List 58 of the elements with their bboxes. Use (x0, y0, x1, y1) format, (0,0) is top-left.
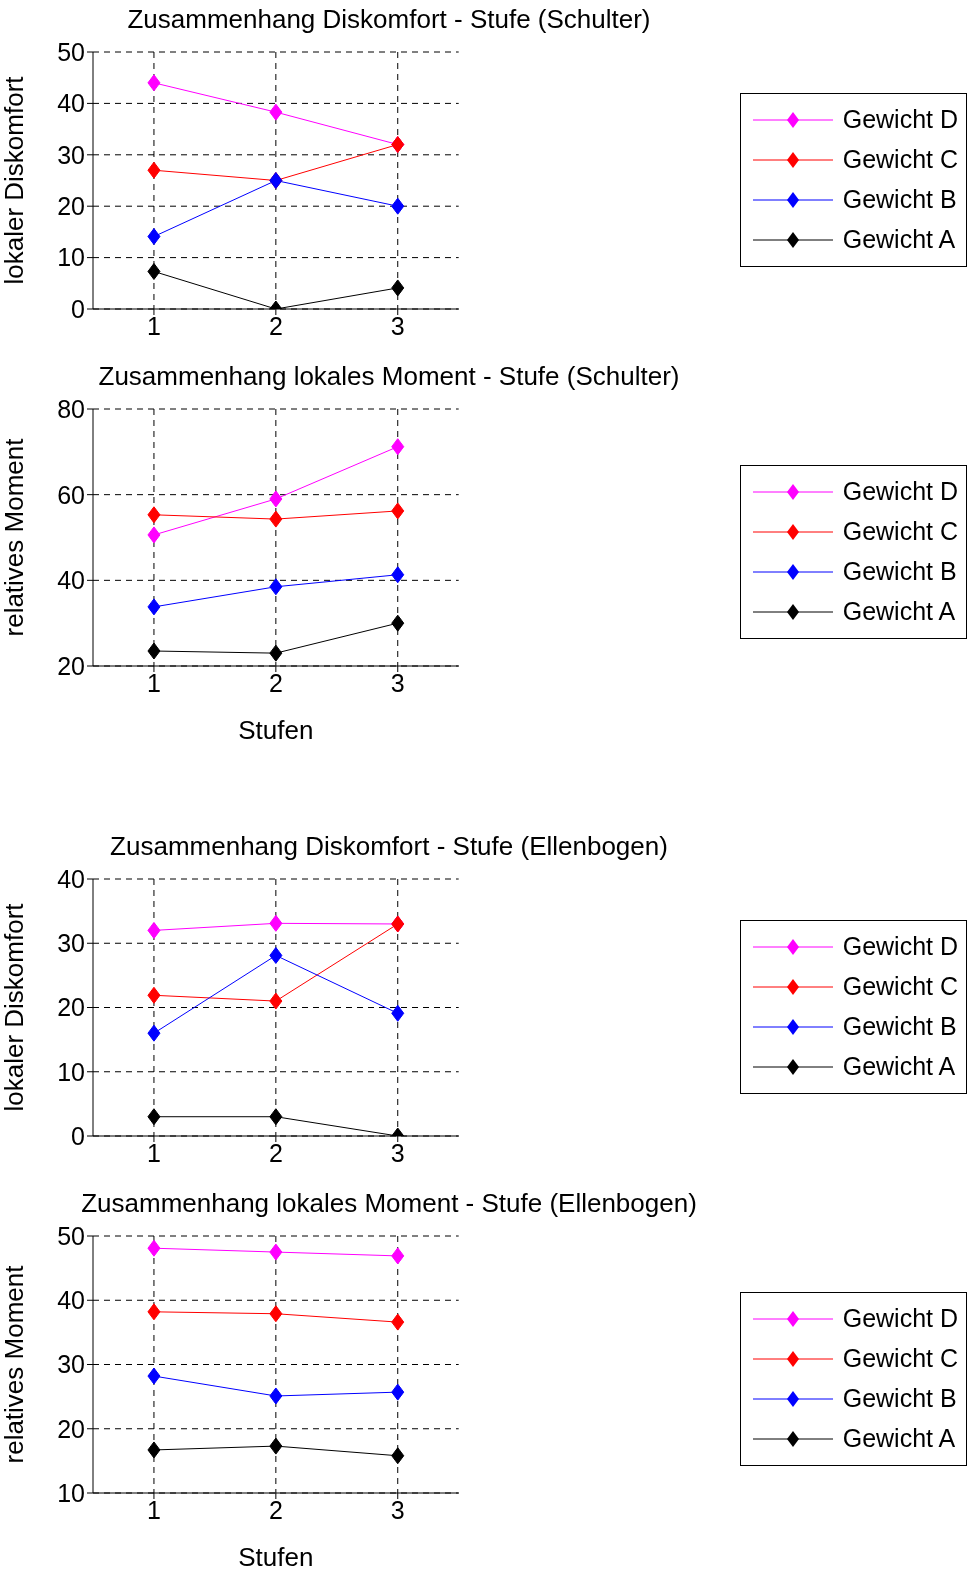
x-tick-label: 3 (390, 1495, 405, 1524)
legend-label: Gewicht A (842, 1052, 956, 1081)
legend-label: Gewicht B (842, 557, 957, 586)
y-axis-title: lokaler Diskomfort (0, 902, 30, 1112)
y-tick-label: 10 (57, 243, 85, 272)
x-axis-title: Stufen (238, 715, 314, 745)
y-axis-title: lokaler Diskomfort (0, 75, 30, 285)
x-tick-label: 1 (146, 1138, 161, 1167)
y-axis-title: relatives Moment (0, 437, 30, 637)
chart-title: Zusammenhang Diskomfort - Stufe (Schulter) (126, 4, 652, 35)
x-tick-label: 1 (146, 1495, 161, 1524)
chart-title: Zusammenhang lokales Moment - Stufe (Ellenbogen) (80, 1188, 698, 1219)
legend-label: Gewicht A (842, 225, 956, 254)
legend-label: Gewicht B (842, 1384, 957, 1413)
legend-label: Gewicht C (842, 145, 958, 174)
y-tick-label: 60 (57, 480, 85, 509)
y-tick-label: 50 (57, 1221, 85, 1250)
legend-label: Gewicht B (842, 185, 957, 214)
y-tick-label: 0 (71, 294, 85, 323)
y-tick-label: 30 (57, 1350, 85, 1379)
chart-title: Zusammenhang Diskomfort - Stufe (Ellenbogen) (109, 831, 669, 862)
y-tick-label: 20 (57, 651, 85, 680)
legend-label: Gewicht D (842, 1304, 958, 1333)
legend-label: Gewicht A (842, 1424, 956, 1453)
y-tick-label: 0 (71, 1121, 85, 1150)
legend-label: Gewicht A (842, 597, 956, 626)
chart-title: Zusammenhang lokales Moment - Stufe (Schulter) (97, 361, 681, 392)
x-tick-label: 1 (146, 311, 161, 340)
y-tick-label: 10 (57, 1057, 85, 1086)
y-tick-label: 20 (57, 192, 85, 221)
x-tick-label: 3 (390, 311, 405, 340)
y-axis-title: relatives Moment (0, 1264, 30, 1464)
x-tick-label: 2 (268, 1495, 283, 1524)
legend-label: Gewicht D (842, 105, 958, 134)
x-tick-label: 2 (268, 668, 283, 697)
x-tick-label: 2 (268, 311, 283, 340)
y-tick-label: 30 (57, 140, 85, 169)
legend-label: Gewicht C (842, 517, 958, 546)
x-axis-title: Stufen (238, 1542, 314, 1572)
y-tick-label: 50 (57, 37, 85, 66)
y-tick-label: 40 (57, 864, 85, 893)
legend-label: Gewicht C (842, 1344, 958, 1373)
y-tick-label: 30 (57, 929, 85, 958)
y-tick-label: 80 (57, 394, 85, 423)
x-tick-label: 3 (390, 668, 405, 697)
x-tick-label: 3 (390, 1138, 405, 1167)
legend-label: Gewicht C (842, 972, 958, 1001)
x-tick-label: 2 (268, 1138, 283, 1167)
y-tick-label: 10 (57, 1478, 85, 1507)
x-tick-label: 1 (146, 668, 161, 697)
y-tick-label: 20 (57, 1414, 85, 1443)
legend-label: Gewicht D (842, 477, 958, 506)
legend-label: Gewicht D (842, 932, 958, 961)
legend-label: Gewicht B (842, 1012, 957, 1041)
y-tick-label: 40 (57, 89, 85, 118)
y-tick-label: 40 (57, 1286, 85, 1315)
y-tick-label: 20 (57, 993, 85, 1022)
y-tick-label: 40 (57, 566, 85, 595)
